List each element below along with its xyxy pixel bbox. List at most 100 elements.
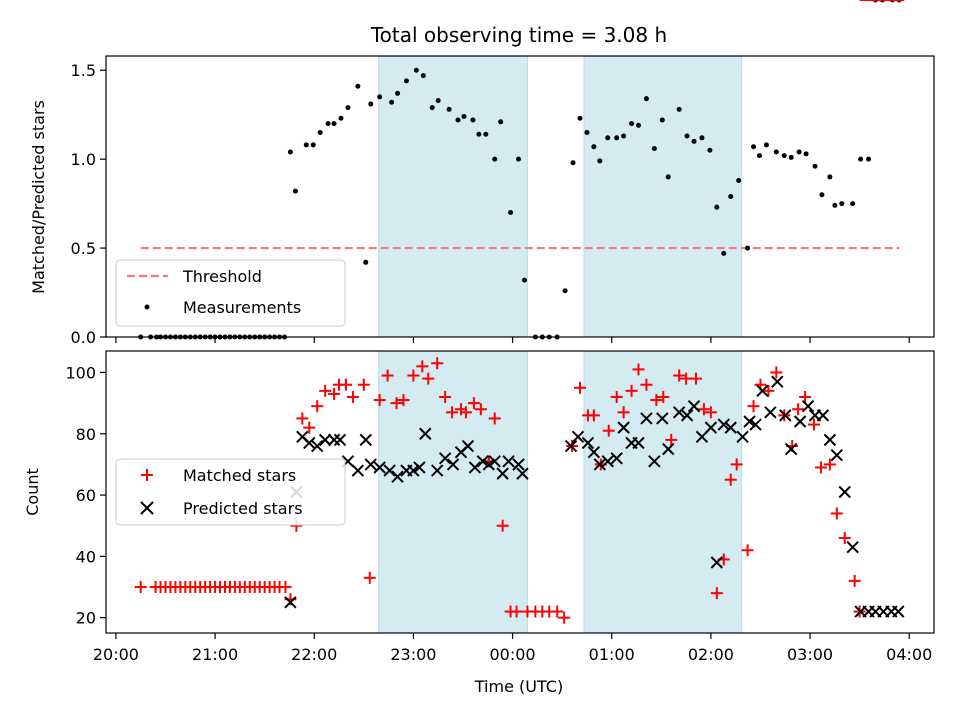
- predicted-star-point: [756, 384, 769, 398]
- matched-star-point: [279, 581, 292, 594]
- predicted-points-group: [284, 375, 905, 618]
- predicted-star-point: [303, 436, 316, 450]
- bottom-legend: Matched stars Predicted stars: [115, 458, 346, 526]
- measurement-point: [368, 101, 374, 107]
- predicted-star-point: [383, 464, 396, 477]
- matched-star-point: [328, 387, 341, 400]
- top-y-tick-label-1: 0.5: [71, 239, 96, 258]
- measurement-point: [684, 133, 690, 139]
- matched-star-point: [848, 574, 861, 587]
- bottom-y-tick-label-1: 40: [76, 547, 96, 566]
- measurement-point: [483, 131, 489, 137]
- measurement-point: [773, 149, 779, 155]
- x-tick-label-2: 22:00: [291, 645, 337, 664]
- bottom-panel: 20 40 60 80 100 20:00 21:00 22:00 23:00 00:00 01:…: [23, 0, 935, 696]
- measurement-point: [325, 121, 331, 127]
- bottom-y-tick-label-2: 60: [76, 486, 96, 505]
- predicted-star-point: [648, 455, 661, 468]
- measurement-point: [699, 135, 705, 141]
- predicted-star-point: [771, 375, 784, 388]
- predicted-star-point: [593, 458, 607, 471]
- predicted-star-point: [656, 412, 669, 425]
- predicted-star-point: [564, 439, 578, 453]
- predicted-star-point: [662, 442, 675, 456]
- bottom-legend-box: [115, 458, 346, 526]
- predicted-star-point: [846, 540, 859, 554]
- top-shaded-interval-1: [583, 55, 743, 338]
- bottom-y-axis-label: Count: [23, 468, 42, 516]
- x-tick-label-1: 21:00: [192, 645, 238, 664]
- measurement-point: [751, 144, 757, 150]
- predicted-star-point: [359, 433, 373, 447]
- bottom-axes-frame: [105, 350, 935, 634]
- measurement-point: [292, 188, 298, 194]
- matched-star-point: [311, 400, 324, 413]
- measurement-point: [858, 156, 864, 162]
- measurement-point: [455, 117, 461, 123]
- predicted-star-point: [327, 433, 341, 447]
- bottom-shading-group: [378, 350, 743, 634]
- x-tick-label-7: 03:00: [787, 645, 833, 664]
- predicted-star-point: [446, 458, 460, 471]
- matched-star-point: [397, 394, 410, 407]
- matched-star-point: [474, 403, 487, 416]
- measurement-point: [516, 156, 522, 162]
- legend-threshold-label: Threshold: [182, 267, 262, 286]
- measurement-point: [584, 129, 590, 135]
- matched-star-point: [710, 587, 723, 600]
- matched-star-point: [792, 403, 805, 416]
- matched-star-point: [381, 369, 394, 382]
- matched-star-point: [467, 397, 480, 410]
- predicted-star-point: [476, 455, 490, 468]
- matched-points-group: [134, 0, 905, 624]
- predicted-star-point: [736, 430, 749, 444]
- top-legend: Threshold Measurements: [115, 259, 346, 327]
- predicted-star-point: [311, 439, 324, 453]
- measurement-point: [395, 90, 401, 96]
- top-y-tick-label-2: 1.0: [71, 150, 96, 169]
- matched-star-point: [762, 384, 775, 397]
- measurement-point: [788, 154, 794, 160]
- predicted-star-point: [407, 464, 420, 477]
- measurement-point: [498, 119, 504, 125]
- predicted-star-point: [581, 436, 595, 450]
- predicted-star-point: [587, 445, 601, 459]
- top-y-tick-label-3: 1.5: [71, 61, 96, 80]
- measurement-point: [310, 142, 316, 148]
- top-y-axis-label: Matched/Predicted stars: [29, 100, 48, 294]
- matched-star-point: [823, 458, 836, 471]
- matched-star-point: [587, 409, 600, 422]
- measurement-point: [728, 194, 734, 199]
- predicted-star-point: [830, 449, 844, 462]
- bottom-y-tick-label-0: 20: [76, 609, 96, 628]
- predicted-star-point: [640, 412, 653, 425]
- matched-star-point: [496, 519, 509, 532]
- measurement-point: [850, 201, 856, 207]
- measurement-point: [355, 83, 361, 89]
- matched-star-point: [617, 406, 630, 419]
- predicted-star-point: [502, 455, 515, 468]
- predicted-star-point: [482, 458, 495, 471]
- matched-star-point: [416, 360, 429, 373]
- bottom-y-tick-label-4: 100: [65, 363, 96, 382]
- top-y-ticks: 0.0 0.5 1.0 1.5: [71, 61, 106, 347]
- measurement-point: [827, 174, 833, 180]
- measurement-point: [508, 210, 514, 216]
- matched-star-point: [665, 433, 678, 446]
- measurement-point: [429, 105, 435, 111]
- measurement-point: [562, 288, 568, 294]
- matched-star-point: [319, 384, 332, 397]
- predicted-star-point: [749, 418, 762, 431]
- legend-measurements-swatch: [144, 304, 150, 310]
- measurement-point: [363, 259, 369, 265]
- matched-star-point: [690, 372, 703, 385]
- measurement-point: [446, 106, 452, 112]
- predicted-star-point: [764, 406, 777, 419]
- matched-star-point: [431, 357, 444, 370]
- predicted-star-point: [488, 455, 501, 468]
- predicted-star-point: [413, 461, 426, 474]
- predicted-star-point: [364, 458, 377, 471]
- predicted-star-point: [430, 464, 444, 477]
- matched-star-point: [422, 372, 435, 385]
- measurement-point: [570, 160, 576, 166]
